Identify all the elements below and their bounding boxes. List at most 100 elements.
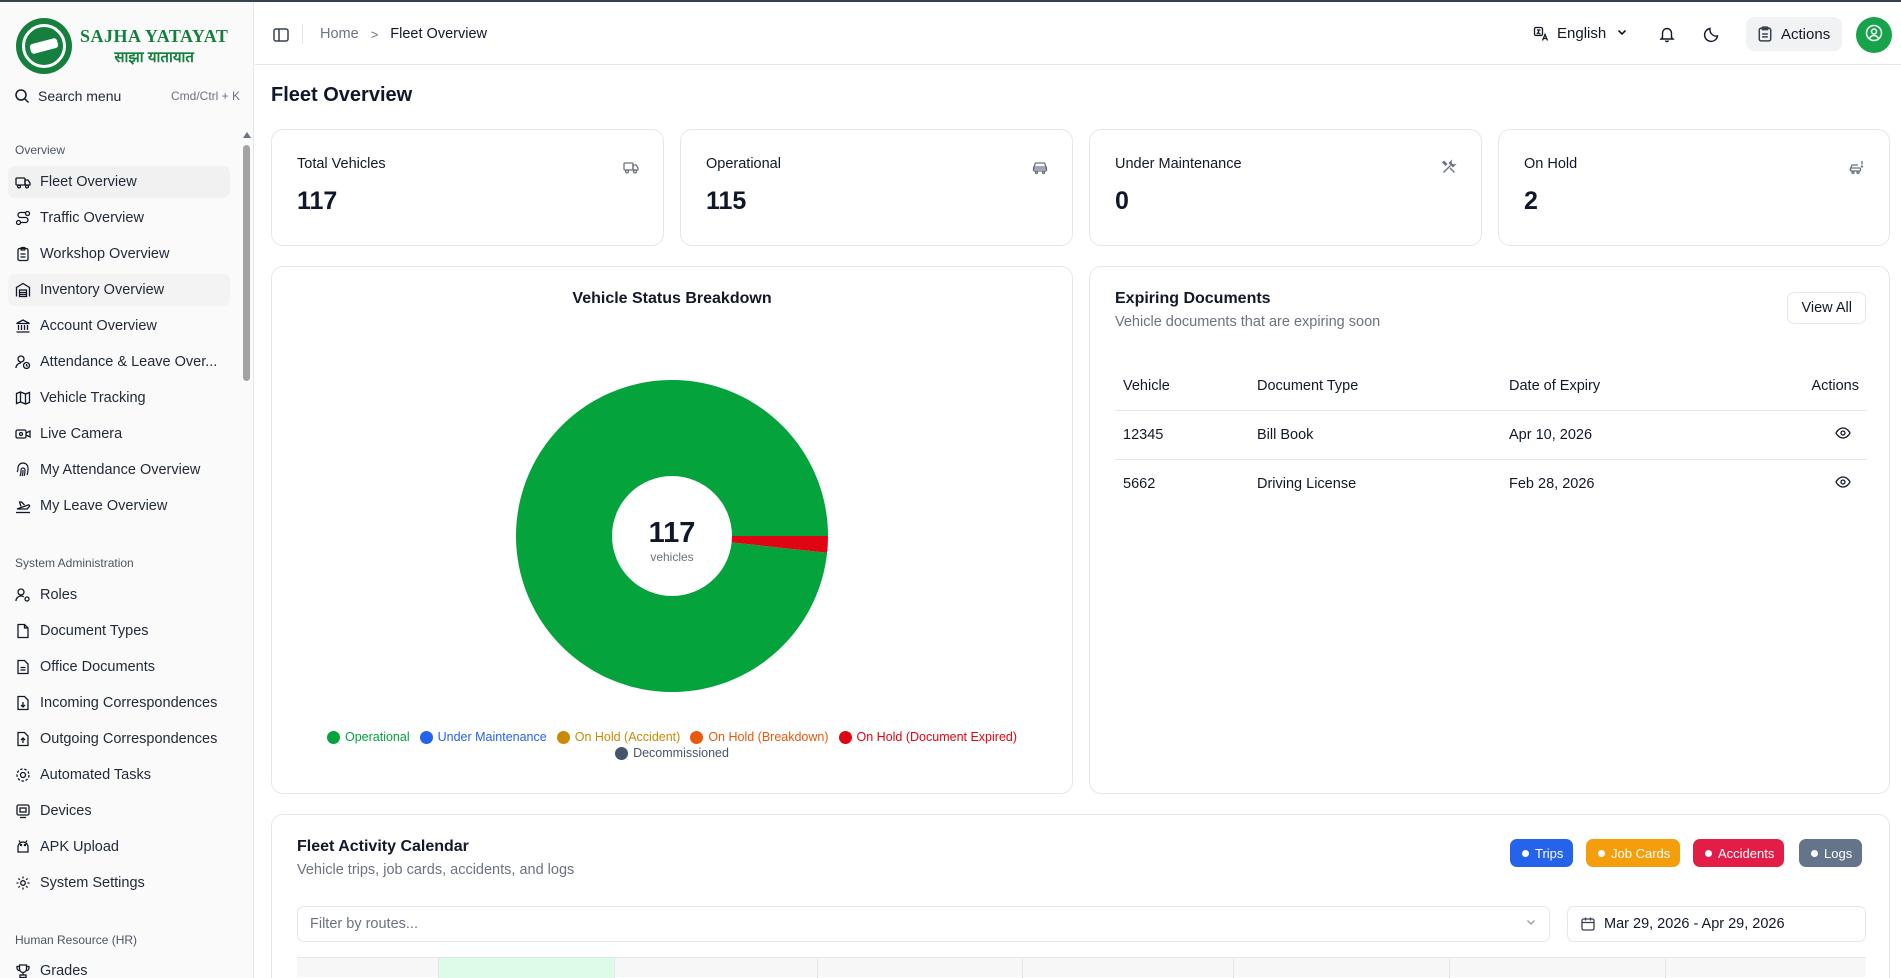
user-cog-icon [15,587,31,603]
chart-title: Vehicle Status Breakdown [572,290,772,307]
legend-item-decommissioned[interactable]: Decommissioned [615,746,729,760]
cell-expiry-date: Apr 10, 2026 [1501,410,1724,460]
filter-label: Logs [1824,845,1853,861]
cog-icon [15,767,31,783]
sidebar-item-fleet-overview[interactable]: Fleet Overview [8,166,230,198]
nav-section-overview: Overview [15,143,66,157]
legend-label: On Hold (Accident) [574,730,681,744]
sidebar-item-label: Outgoing Correspondences [40,731,218,747]
sidebar-item-live-camera[interactable]: Live Camera [8,418,230,450]
legend-item-on-hold-document-expired[interactable]: On Hold (Document Expired) [838,730,1018,744]
legend-label: On Hold (Breakdown) [708,730,829,744]
clipboard-icon [15,246,31,262]
bell-icon[interactable] [1658,25,1676,48]
date-range-picker[interactable]: Mar 29, 2026 - Apr 29, 2026 [1567,906,1866,942]
sidebar-item-label: Grades [40,963,88,978]
calendar-subtitle: Vehicle trips, job cards, accidents, and… [297,862,575,878]
filter-accidents-button[interactable]: Accidents [1693,839,1785,867]
sidebar-item-vehicle-tracking[interactable]: Vehicle Tracking [8,382,230,414]
sidebar-item-label: Roles [40,587,78,603]
legend-item-under-maintenance[interactable]: Under Maintenance [419,730,547,744]
filter-label: Accidents [1718,845,1775,861]
sidebar-item-devices[interactable]: Devices [8,795,230,827]
calendar-today-column [438,958,614,978]
sidebar-item-attendance-leave[interactable]: Attendance & Leave Over... [8,346,230,378]
calendar-title: Fleet Activity Calendar [297,838,469,855]
legend-item-on-hold-breakdown[interactable]: On Hold (Breakdown) [690,730,829,744]
stat-card-on-hold: On Hold 2 [1498,129,1890,246]
sidebar-item-office-documents[interactable]: Office Documents [8,651,230,683]
legend-item-operational[interactable]: Operational [326,730,410,744]
sidebar-item-my-attendance[interactable]: My Attendance Overview [8,454,230,486]
cell-expiry-date: Feb 28, 2026 [1509,475,1595,492]
sidebar-toggle-icon[interactable] [272,26,290,44]
column-header-document-type: Document Type [1249,362,1501,411]
sidebar-item-document-types[interactable]: Document Types [8,615,230,647]
eye-icon[interactable] [1835,474,1851,494]
clipboard-list-icon [1757,26,1773,42]
legend-label: On Hold (Document Expired) [856,730,1018,744]
legend-dot-icon [838,730,852,744]
sidebar-item-grades[interactable]: Grades [8,955,230,978]
route-filter-select[interactable]: Filter by routes... [297,906,1550,942]
date-range-value: Mar 29, 2026 - Apr 29, 2026 [1604,916,1785,932]
filter-job-cards-button[interactable]: Job Cards [1586,839,1681,867]
sidebar-item-my-leave[interactable]: My Leave Overview [8,490,230,522]
sidebar-item-incoming-correspondences[interactable]: Incoming Correspondences [8,687,230,719]
actions-button[interactable]: Actions [1746,17,1843,51]
sidebar-item-label: My Attendance Overview [40,462,201,478]
filter-trips-button[interactable]: Trips [1510,839,1574,867]
moon-icon[interactable] [1703,25,1721,48]
avatar[interactable] [1856,17,1892,53]
sidebar-scrollbar[interactable] [243,145,250,381]
sidebar-item-outgoing-correspondences[interactable]: Outgoing Correspondences [8,723,230,755]
chevron-down-icon [1616,25,1628,42]
sidebar-item-account-overview[interactable]: Account Overview [8,310,230,342]
brand-name-np: साझा यातायात [114,48,194,66]
brand-name-en: SAJHA YATAYAT [80,25,229,46]
actions-label: Actions [1781,25,1831,43]
plane-icon [15,498,31,514]
sidebar-item-traffic-overview[interactable]: Traffic Overview [8,202,230,234]
sidebar-item-apk-upload[interactable]: APK Upload [8,831,230,863]
table-row: 5662 Driving License Feb 28, 2026 [1115,459,1867,508]
filter-logs-button[interactable]: Logs [1799,839,1863,867]
eye-icon[interactable] [1835,425,1851,445]
stat-card-total-vehicles: Total Vehicles 117 [271,129,664,246]
cell-document-type: Bill Book [1249,410,1501,460]
calendar-icon [1580,916,1596,932]
legend-item-on-hold-accident[interactable]: On Hold (Accident) [556,730,681,744]
language-selector[interactable]: English [1533,25,1628,42]
sidebar-item-system-settings[interactable]: System Settings [8,867,230,899]
warehouse-icon [15,282,31,298]
sidebar-item-inventory-overview[interactable]: Inventory Overview [8,274,230,306]
scroll-up-arrow-icon[interactable] [243,132,251,138]
search-shortcut: Cmd/Ctrl + K [170,89,240,103]
column-header-date-of-expiry: Date of Expiry [1501,362,1724,411]
bank-icon [15,318,31,334]
wrench-icon [1441,159,1457,180]
translate-icon [1533,26,1549,42]
sidebar-item-workshop-overview[interactable]: Workshop Overview [8,238,230,270]
android-icon [15,839,31,855]
file-up-icon [15,731,31,747]
cell-vehicle: 12345 [1115,410,1249,460]
dot-icon [1598,849,1605,857]
sidebar-item-label: Attendance & Leave Over... [40,354,218,370]
filter-label: Job Cards [1611,845,1671,861]
brand-logo[interactable]: SAJHA YATAYAT साझा यातायात [16,18,228,74]
sidebar-item-roles[interactable]: Roles [8,579,230,611]
sidebar-item-label: Inventory Overview [40,282,165,298]
view-all-button[interactable]: View All [1787,292,1866,324]
dot-icon [1522,849,1529,857]
sidebar-item-label: Incoming Correspondences [40,695,218,711]
search-menu[interactable]: Search menu Cmd/Ctrl + K [14,86,240,106]
breadcrumb-home[interactable]: Home [320,26,359,42]
sidebar-item-automated-tasks[interactable]: Automated Tasks [8,759,230,791]
truck-icon [15,174,31,190]
table-row: 12345 Bill Book Apr 10, 2026 [1115,410,1867,460]
column-header-actions: Actions [1723,362,1867,411]
page-title: Fleet Overview [271,84,413,106]
breadcrumb-current: Fleet Overview [390,26,487,42]
